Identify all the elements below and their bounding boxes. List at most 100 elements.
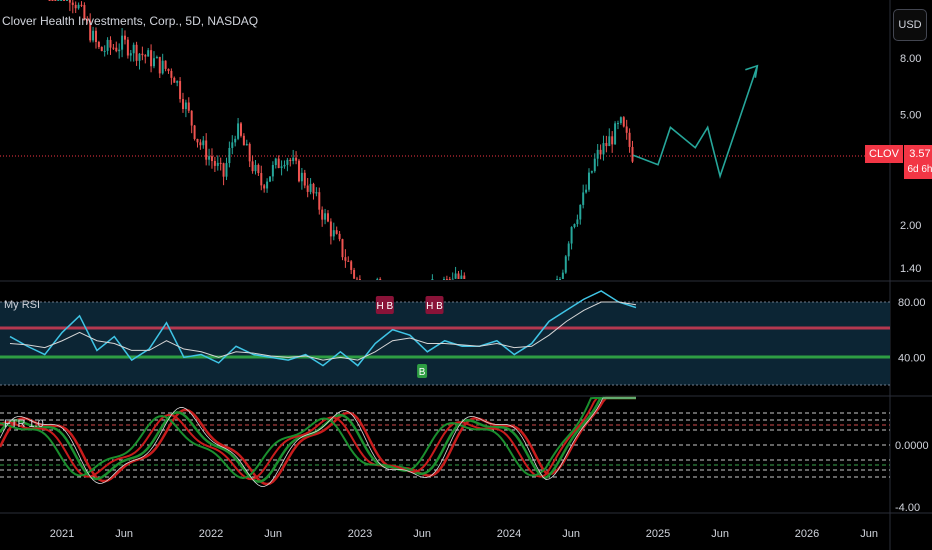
candle-body — [199, 142, 202, 146]
candle-body — [306, 185, 309, 192]
x-tick-label: 2023 — [348, 528, 372, 540]
candle-body — [115, 47, 118, 52]
candle-body — [74, 4, 77, 9]
candle-body — [97, 41, 100, 48]
candle-body — [164, 60, 167, 69]
candle-body — [289, 159, 292, 162]
candle-body — [155, 56, 158, 59]
chart-title: Clover Health Investments, Corp., 5D, NA… — [2, 14, 258, 28]
candle-body — [237, 123, 240, 139]
candle-body — [176, 81, 179, 83]
candle-body — [263, 185, 266, 189]
candle-body — [608, 136, 611, 147]
rsi-tick-label: 80.00 — [898, 297, 926, 309]
candle-body — [179, 81, 182, 100]
candle-body — [587, 172, 590, 190]
price-tick-label: 1.40 — [900, 263, 921, 275]
ftr-line — [0, 397, 636, 479]
ftr-line — [0, 397, 636, 481]
candle-body — [355, 278, 358, 280]
candle-body — [585, 189, 588, 193]
candle-body — [65, 0, 68, 1]
candle-body — [181, 99, 184, 110]
candle-body — [271, 165, 274, 177]
candle-body — [631, 146, 634, 162]
candle-body — [141, 53, 144, 56]
rsi-markers: H B H B B — [375, 296, 444, 378]
candle-body — [196, 138, 199, 143]
candle-body — [460, 275, 463, 279]
rsi-buy-marker — [417, 364, 428, 378]
x-tick-label: Jun — [264, 528, 282, 540]
candle-body — [295, 157, 298, 161]
rsi-title: My RSI — [4, 299, 40, 311]
y-axis-ticks: 8.00 5.00 2.00 1.40 80.00 40.00 0.0000 -4.00 — [895, 53, 929, 514]
forecast — [632, 64, 759, 179]
ftr-tick-label: -4.00 — [895, 502, 920, 514]
candles — [48, 0, 634, 280]
candle-body — [326, 213, 329, 222]
candle-body — [622, 117, 625, 127]
rsi-marker-label: H B — [376, 301, 393, 312]
ticker-symbol: CLOV — [865, 145, 903, 163]
candle-body — [602, 143, 605, 155]
rsi-buy-marker-label: B — [419, 367, 426, 378]
forecast-line — [632, 65, 759, 179]
candle-body — [318, 192, 321, 210]
rsi-marker-label: H B — [426, 301, 443, 312]
candle-body — [315, 192, 318, 194]
candle-body — [202, 140, 205, 146]
candle-body — [338, 233, 341, 240]
candle-body — [335, 230, 338, 234]
candle-body — [135, 44, 138, 61]
candle-body — [283, 164, 286, 167]
candle-body — [190, 110, 193, 126]
ftr-lines — [0, 396, 636, 487]
candle-body — [605, 143, 608, 147]
candle-body — [329, 221, 332, 237]
candle-body — [303, 172, 306, 186]
rsi-tick-label: 40.00 — [898, 352, 926, 364]
candle-body — [431, 279, 434, 280]
candle-body — [599, 149, 602, 155]
candle-body — [611, 136, 614, 145]
candle-body — [579, 204, 582, 220]
candle-body — [321, 209, 324, 220]
candle-body — [309, 183, 312, 192]
candle-body — [234, 138, 237, 143]
candle-body — [614, 123, 617, 145]
x-tick-label: Jun — [115, 528, 133, 540]
candle-body — [561, 272, 564, 279]
candle-body — [225, 163, 228, 177]
candle-body — [68, 0, 71, 3]
candle-body — [213, 161, 216, 166]
candle-body — [344, 257, 347, 261]
rsi-line — [9, 290, 637, 367]
candle-body — [193, 125, 196, 139]
ftr-line — [0, 397, 636, 487]
x-axis-ticks: 2021 Jun 2022 Jun 2023 Jun 2024 Jun 2025 Jun 2026 J… — [50, 528, 878, 540]
candle-body — [121, 35, 124, 50]
candle-body — [77, 4, 80, 9]
candle-body — [219, 162, 222, 164]
currency-button[interactable]: USD — [893, 9, 927, 41]
candle-body — [616, 123, 619, 125]
x-tick-label: 2022 — [199, 528, 223, 540]
candle-body — [118, 49, 121, 52]
candle-body — [277, 158, 280, 168]
rsi-lines — [9, 290, 637, 367]
ticker-price-value: 3.57 — [909, 148, 931, 160]
ticker-price-tag: CLOV 3.57 6d 6h — [865, 145, 932, 179]
x-tick-label: 2026 — [795, 528, 819, 540]
candle-body — [457, 273, 460, 279]
price-tick-label: 5.00 — [900, 110, 921, 122]
rsi-marker — [425, 296, 444, 314]
ftr-title: FTR 1.0 — [4, 418, 44, 430]
candle-body — [170, 70, 173, 78]
candle-body — [628, 132, 631, 147]
candle-body — [80, 4, 83, 6]
candle-body — [216, 162, 219, 166]
candle-body — [454, 273, 457, 279]
candle-body — [445, 279, 448, 280]
